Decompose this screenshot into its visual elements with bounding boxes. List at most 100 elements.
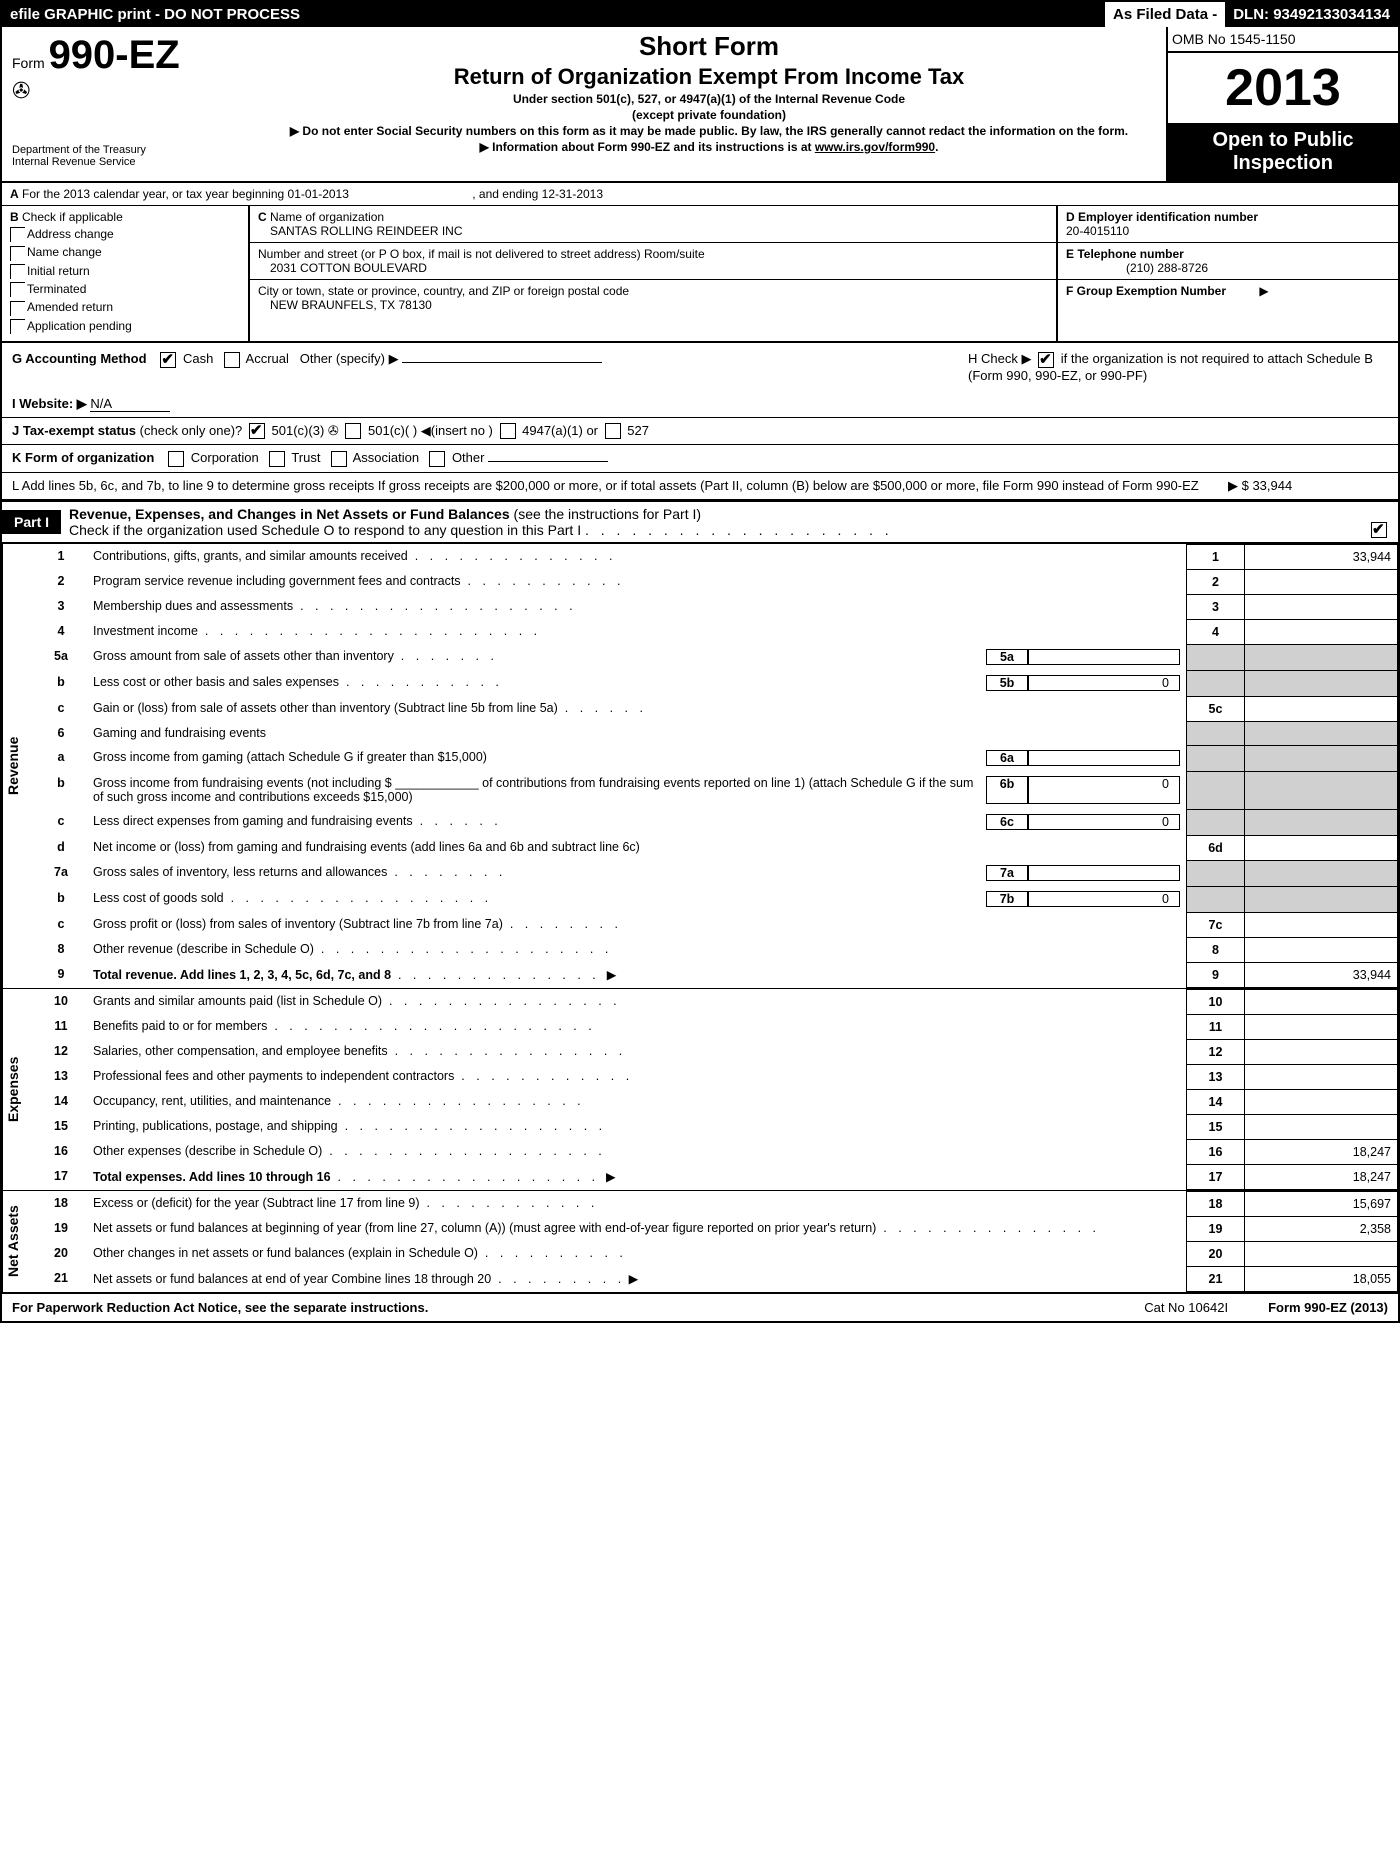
expenses-label: Expenses <box>2 989 35 1190</box>
irs-label: Internal Revenue Service <box>12 156 242 168</box>
section-k: K Form of organization Corporation Trust… <box>2 445 1398 473</box>
tax-year: 2013 <box>1168 53 1398 123</box>
year-ending: , and ending 12-31-2013 <box>472 187 603 201</box>
irs-url[interactable]: www.irs.gov/form990 <box>815 140 935 154</box>
h-prefix: H Check ▶ <box>968 351 1031 366</box>
short-form-title: Short Form <box>262 31 1156 62</box>
group-exemption-block: F Group Exemption Number ▶ <box>1058 280 1398 302</box>
label-f: F Group Exemption Number <box>1066 284 1226 298</box>
chk-name-change[interactable]: Name change <box>10 245 240 260</box>
info-prefix: ▶ Information about Form 990-EZ and its … <box>480 140 815 154</box>
label-a: A <box>10 187 19 201</box>
website-value: N/A <box>90 396 170 412</box>
ssn-warning: ▶ Do not enter Social Security numbers o… <box>262 124 1156 138</box>
label-g: G Accounting Method <box>12 351 147 366</box>
street-block: Number and street (or P O box, if mail i… <box>250 243 1056 280</box>
line-6c: cLess direct expenses from gaming and fu… <box>35 809 1398 835</box>
chk-application-pending[interactable]: Application pending <box>10 319 240 334</box>
chk-amended[interactable]: Amended return <box>10 300 240 315</box>
omb-number: OMB No 1545-1150 <box>1168 27 1398 53</box>
ein-block: D Employer identification number 20-4015… <box>1058 206 1398 243</box>
l-amount: ▶ $ 33,944 <box>1228 478 1388 494</box>
chk-initial-return[interactable]: Initial return <box>10 264 240 279</box>
chk-association[interactable] <box>331 451 347 467</box>
chk-schedule-o[interactable] <box>1371 522 1387 538</box>
header-left: Form 990-EZ ✇ Department of the Treasury… <box>2 27 252 181</box>
line-7c: cGross profit or (loss) from sales of in… <box>35 912 1398 937</box>
chk-accrual[interactable] <box>224 352 240 368</box>
org-name-block: C Name of organization SANTAS ROLLING RE… <box>250 206 1056 243</box>
j-note: (check only one)? <box>140 423 243 438</box>
part1-note2: Check if the organization used Schedule … <box>69 522 581 538</box>
section-i: I Website: ▶ N/A <box>2 391 1398 418</box>
line-7a: 7aGross sales of inventory, less returns… <box>35 860 1398 886</box>
cat-number: Cat No 10642I <box>1104 1300 1268 1315</box>
chk-501c[interactable] <box>345 423 361 439</box>
calendar-year-text: For the 2013 calendar year, or tax year … <box>22 187 349 201</box>
phone-block: E Telephone number (210) 288-8726 <box>1058 243 1398 280</box>
form-id: Form 990-EZ (2013) <box>1268 1300 1388 1315</box>
part1-label: Part I <box>2 510 61 534</box>
line-10: 10Grants and similar amounts paid (list … <box>35 989 1398 1014</box>
line-5c: cGain or (loss) from sale of assets othe… <box>35 696 1398 721</box>
revenue-section: Revenue 1Contributions, gifts, grants, a… <box>2 543 1398 988</box>
label-e: E Telephone number <box>1066 247 1184 261</box>
page-footer: For Paperwork Reduction Act Notice, see … <box>2 1292 1398 1321</box>
paperwork-notice: For Paperwork Reduction Act Notice, see … <box>12 1300 1104 1315</box>
chk-corporation[interactable] <box>168 451 184 467</box>
instructions-link-row: ▶ Information about Form 990-EZ and its … <box>262 140 1156 154</box>
name-of-org-label: Name of organization <box>270 210 384 224</box>
other-org-line[interactable] <box>488 461 608 462</box>
ein-value: 20-4015110 <box>1066 224 1129 238</box>
chk-527[interactable] <box>605 423 621 439</box>
line-13: 13Professional fees and other payments t… <box>35 1064 1398 1089</box>
org-name: SANTAS ROLLING REINDEER INC <box>258 224 462 238</box>
label-j: J Tax-exempt status <box>12 423 136 438</box>
section-j: J Tax-exempt status (check only one)? 50… <box>2 418 1398 446</box>
f-arrow: ▶ <box>1259 284 1268 298</box>
label-d: D Employer identification number <box>1066 210 1258 224</box>
line-20: 20Other changes in net assets or fund ba… <box>35 1241 1398 1266</box>
line-4: 4Investment income . . . . . . . . . . .… <box>35 619 1398 644</box>
label-i: I Website: ▶ <box>12 396 87 411</box>
section-gh: G Accounting Method Cash Accrual Other (… <box>2 341 1398 391</box>
label-k: K Form of organization <box>12 450 154 465</box>
other-specify: Other (specify) ▶ <box>300 351 399 366</box>
part1-title-row: Revenue, Expenses, and Changes in Net As… <box>61 502 1398 542</box>
form-prefix: Form <box>12 55 45 71</box>
open-line1: Open to Public <box>1172 129 1394 152</box>
subtitle-section: Under section 501(c), 527, or 4947(a)(1)… <box>262 92 1156 106</box>
street-label: Number and street (or P O box, if mail i… <box>258 247 705 261</box>
chk-schedule-b[interactable] <box>1038 352 1054 368</box>
chk-cash[interactable] <box>160 352 176 368</box>
part1-note: (see the instructions for Part I) <box>514 506 702 522</box>
netassets-table: 18Excess or (deficit) for the year (Subt… <box>35 1191 1398 1292</box>
h-schedule-b: H Check ▶ if the organization is not req… <box>968 351 1388 383</box>
section-l: L Add lines 5b, 6c, and 7b, to line 9 to… <box>2 473 1398 500</box>
subtitle-except: (except private foundation) <box>262 108 1156 122</box>
netassets-label: Net Assets <box>2 1191 35 1292</box>
line-17: 17Total expenses. Add lines 10 through 1… <box>35 1164 1398 1189</box>
line-5b: bLess cost or other basis and sales expe… <box>35 670 1398 696</box>
as-filed: As Filed Data - <box>1105 2 1225 27</box>
chk-other-org[interactable] <box>429 451 445 467</box>
chk-4947[interactable] <box>500 423 516 439</box>
line-6: 6Gaming and fundraising events <box>35 721 1398 745</box>
line-3: 3Membership dues and assessments . . . .… <box>35 594 1398 619</box>
line-16: 16Other expenses (describe in Schedule O… <box>35 1139 1398 1164</box>
chk-trust[interactable] <box>269 451 285 467</box>
section-c: C Name of organization SANTAS ROLLING RE… <box>250 206 1056 341</box>
line-6a: aGross income from gaming (attach Schedu… <box>35 745 1398 771</box>
other-specify-line[interactable] <box>402 362 602 363</box>
efile-notice: efile GRAPHIC print - DO NOT PROCESS <box>2 2 1105 27</box>
city-value: NEW BRAUNFELS, TX 78130 <box>258 298 432 312</box>
chk-terminated[interactable]: Terminated <box>10 282 240 297</box>
city-block: City or town, state or province, country… <box>250 280 1056 316</box>
g-accounting: G Accounting Method Cash Accrual Other (… <box>12 351 968 383</box>
header-center: Short Form Return of Organization Exempt… <box>252 27 1166 181</box>
chk-address-change[interactable]: Address change <box>10 227 240 242</box>
chk-501c3[interactable] <box>249 423 265 439</box>
netassets-section: Net Assets 18Excess or (deficit) for the… <box>2 1190 1398 1292</box>
line-18: 18Excess or (deficit) for the year (Subt… <box>35 1191 1398 1216</box>
line-19: 19Net assets or fund balances at beginni… <box>35 1216 1398 1241</box>
